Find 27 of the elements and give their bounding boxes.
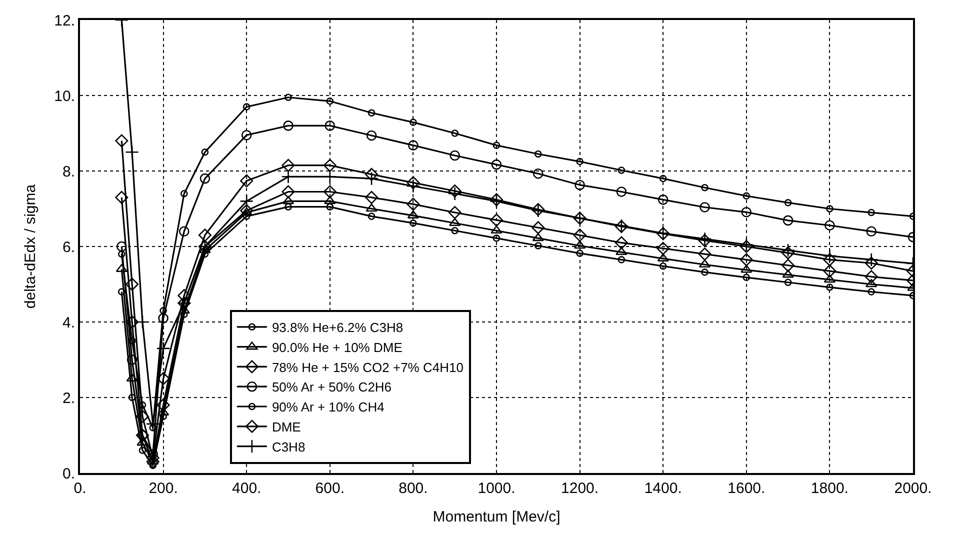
- y-axis-title: delta-dEdx / sigma: [22, 184, 39, 309]
- x-tick-label: 800.: [398, 480, 428, 497]
- legend-label: 90% Ar + 10% CH4: [272, 400, 384, 415]
- y-tick-label: 2.: [62, 390, 75, 407]
- y-tick-label: 8.: [62, 163, 75, 180]
- y-tick-label: 10.: [54, 88, 75, 105]
- x-tick-label: 1800.: [810, 480, 848, 497]
- legend-label: DME: [272, 419, 302, 434]
- x-tick-label: 400.: [232, 480, 262, 497]
- x-tick-label: 0.: [74, 480, 86, 497]
- legend-label: 93.8% He+6.2% C3H8: [272, 320, 404, 335]
- x-tick-label: 1000.: [478, 480, 516, 497]
- y-tick-label: 4.: [62, 314, 75, 332]
- y-tick-label: 0.: [62, 465, 75, 482]
- legend-label: C3H8: [272, 439, 306, 454]
- x-tick-label: 200.: [148, 480, 178, 497]
- x-tick-label: 2000.: [894, 480, 932, 497]
- y-tick-label: 6.: [62, 238, 75, 256]
- x-tick-label: 1400.: [644, 480, 682, 497]
- legend-label: 50% Ar + 50% C2H6: [272, 380, 392, 395]
- x-tick-label: 1200.: [561, 480, 599, 497]
- legend-label: 78% He + 15% CO2 +7% C4H10: [272, 360, 464, 375]
- legend-label: 90.0% He + 10% DME: [272, 340, 403, 355]
- x-tick-label: 1600.: [728, 480, 766, 497]
- x-tick-label: 600.: [315, 480, 344, 497]
- y-tick-label: 12.: [54, 12, 75, 30]
- x-axis-title: Momentum [Mev/c]: [432, 508, 560, 526]
